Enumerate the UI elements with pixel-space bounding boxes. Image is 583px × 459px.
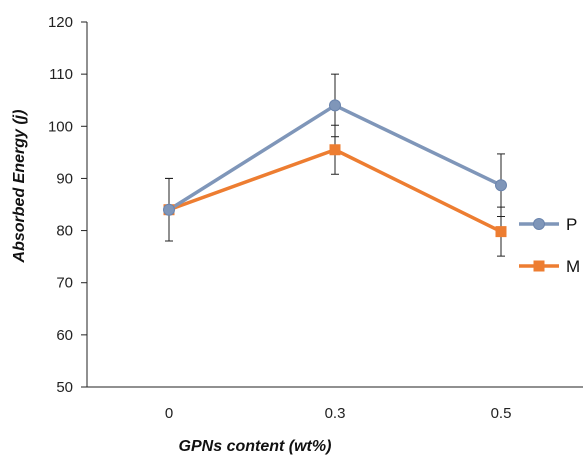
data-point-p <box>163 203 175 216</box>
legend-entry-m: M <box>519 257 580 276</box>
data-point-p <box>329 99 341 112</box>
y-tick-label: 120 <box>48 14 73 31</box>
y-tick-label: 110 <box>49 66 73 83</box>
x-tick-label: 0.5 <box>491 405 512 422</box>
legend-entry-p: P <box>519 215 577 234</box>
series-markers <box>163 99 507 238</box>
y-tick-label: 100 <box>48 118 73 135</box>
x-ticks: 0 0.3 0.5 <box>165 405 512 422</box>
y-tick-label: 60 <box>56 327 73 344</box>
data-point-m <box>329 144 341 156</box>
x-tick-label: 0.3 <box>325 405 346 422</box>
y-tick-label: 90 <box>56 170 73 187</box>
data-point-p <box>495 179 507 192</box>
legend: PM <box>519 215 580 276</box>
y-tick-label: 80 <box>56 223 73 240</box>
y-tick-label: 70 <box>56 275 73 292</box>
legend-marker <box>533 260 545 272</box>
axes <box>86 22 583 388</box>
y-ticks: 50 60 70 80 90 100 110 120 <box>48 14 87 396</box>
x-axis-title: GPNs content (wt%) <box>179 438 332 455</box>
legend-label: M <box>566 257 580 276</box>
data-point-m <box>495 226 507 238</box>
x-tick-label: 0 <box>165 405 173 422</box>
y-axis-title: Absorbed Energy (j) <box>11 110 28 264</box>
y-tick-label: 50 <box>56 379 73 396</box>
legend-label: P <box>566 215 577 234</box>
legend-marker <box>533 218 545 230</box>
